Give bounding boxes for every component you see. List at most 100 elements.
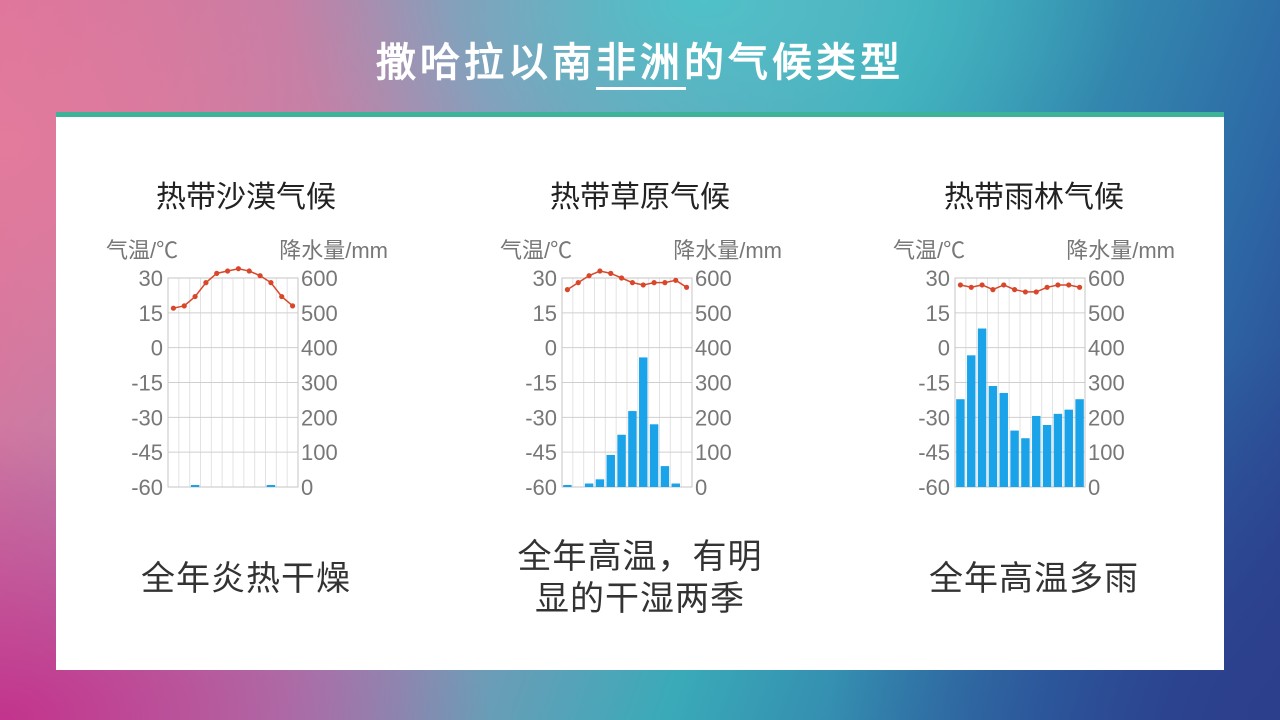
chart-savanna-right-axis-label: 降水量/mm [673,238,782,263]
chart-savanna-precip-bar [671,483,680,487]
chart-rainforest-precip-bar [1053,413,1063,487]
chart-savanna-left-axis-label: 气温/℃ [500,238,572,263]
chart-rainforest-temperature-point [1044,284,1050,290]
chart-savanna-precip-bar [563,485,572,487]
chart-desert-temperature-point [289,303,296,309]
chart-desert-temperature-point [214,270,220,276]
chart-savanna-left-tick: -15 [525,371,557,396]
chart-rainforest-temperature-point [1076,284,1083,290]
chart-savanna-precip-bar [617,434,626,487]
chart-savanna-temperature-point [564,287,571,293]
desc-desert: 全年炎热干燥 [96,558,396,600]
chart-rainforest-temperature-point [979,282,985,288]
chart-rainforest-temperature-point [968,284,974,290]
chart-savanna-temperature-point [640,282,646,288]
chart-rainforest-temperature-point [1011,287,1018,293]
chart-desert-left-tick: 15 [139,301,163,326]
chart-desert-left-tick: 0 [151,336,163,361]
chart-savanna-right-tick: 0 [695,475,707,500]
chart-savanna-temperature-point [618,275,625,281]
chart-desert-right-tick: 200 [301,405,338,430]
chart-rainforest-precip-bar [999,392,1008,487]
desc-savanna-line-2: 显的干湿两季 [535,579,745,619]
desc-savanna-line-1: 全年高温，有明 [517,537,763,577]
chart-rainforest-precip-bar [1075,399,1084,487]
chart-savanna-precip-bar [595,479,605,487]
chart-rainforest-left-tick: 0 [938,336,950,361]
chart-rainforest-temperature-point [957,282,964,288]
desc-savanna: 全年高温，有明 显的干湿两季 [490,536,790,620]
chart-desert-temperature-point [257,273,263,279]
chart-rainforest-precip-bar [956,399,965,487]
chart-rainforest-precip-bar [1032,415,1041,487]
chart-savanna-right-tick: 500 [695,301,732,326]
chart-rainforest-temperature-point [1033,289,1039,295]
chart-savanna-temperature-point [629,280,636,286]
desc-desert-line-1: 全年炎热干燥 [141,559,351,599]
chart-desert-right-tick: 0 [301,475,313,500]
chart-rainforest-left-tick: -60 [918,475,950,500]
chart-savanna-precip-bar [649,424,659,487]
chart-rainforest-precip-bar [1010,430,1019,487]
chart-rainforest-left-tick: 15 [926,301,950,326]
chart-title-rainforest: 热带雨林气候 [944,180,1124,215]
chart-rainforest-left-tick: -45 [918,440,950,465]
chart-savanna-left-tick: 30 [533,266,557,291]
chart-rainforest-temperature-point [1055,282,1061,288]
desc-rainforest: 全年高温多雨 [884,558,1184,600]
chart-desert-right-tick: 100 [301,440,338,465]
chart-rainforest-left-tick: -30 [918,405,950,430]
chart-savanna-right-tick: 200 [695,405,732,430]
chart-desert-left-tick: -15 [131,371,163,396]
chart-rainforest-precip-bar [1021,438,1030,487]
chart-desert-precip-bar [190,485,200,487]
chart-rainforest-left-axis-label: 气温/℃ [893,238,965,263]
chart-desert-left-tick: -45 [131,440,163,465]
chart-desert-temperature-point [235,266,242,272]
chart-rainforest-right-tick: 500 [1088,301,1125,326]
chart-rainforest-right-tick: 400 [1088,336,1125,361]
chart-savanna-precip-bar [639,357,648,487]
chart-title-savanna: 热带草原气候 [550,180,730,215]
chart-savanna-left-tick: -60 [525,475,557,500]
chart-savanna-temperature-point [662,280,668,286]
chart-desert-right-tick: 500 [301,301,338,326]
page-title: 撒哈拉以南非洲的气候类型 [376,40,904,86]
chart-desert-temperature-point [279,293,285,300]
chart-desert-precip-bar [266,485,276,487]
desc-rainforest-line-1: 全年高温多雨 [929,559,1139,599]
chart-rainforest-temperature-point [990,287,996,293]
chart-rainforest-temperature-point [1001,282,1007,288]
chart-savanna-left-tick: -30 [525,405,557,430]
chart-rainforest-right-tick: 100 [1088,440,1125,465]
chart-savanna-precip-bar [606,454,615,487]
chart-desert-temperature-point [170,305,177,311]
chart-rainforest-precip-bar [988,385,998,487]
chart-desert-left-axis-label: 气温/℃ [106,238,178,263]
chart-savanna-right-tick: 300 [695,371,732,396]
chart-savanna-frame [561,277,693,488]
chart-desert-right-tick: 300 [301,371,338,396]
chart-savanna-temperature-point [651,280,657,286]
chart-desert-temperature-point [268,280,274,286]
chart-desert-right-tick: 600 [301,266,338,291]
chart-savanna-left-tick: -45 [525,440,557,465]
chart-savanna-temperature-point [575,280,581,286]
chart-savanna-precip-bar [628,411,637,487]
chart-rainforest-precip-bar [967,355,976,487]
chart-rainforest-temperature-point [1066,282,1072,288]
chart-savanna-left-tick: 0 [545,336,557,361]
chart-rainforest-precip-bar [1064,409,1073,487]
chart-savanna-temperature-point [597,268,603,274]
chart-desert-left-tick: -30 [131,405,163,430]
chart-rainforest-right-tick: 0 [1088,475,1100,500]
chart-savanna-precip-bar [584,483,594,487]
chart-savanna-temperature-point [608,270,614,276]
chart-desert-temperature-point [203,280,209,286]
chart-savanna-temperature-point [673,277,679,283]
title-underline [596,87,686,90]
chart-savanna-right-tick: 400 [695,336,732,361]
chart-desert-temperature-point [246,268,252,274]
chart-rainforest-right-axis-label: 降水量/mm [1066,238,1175,263]
